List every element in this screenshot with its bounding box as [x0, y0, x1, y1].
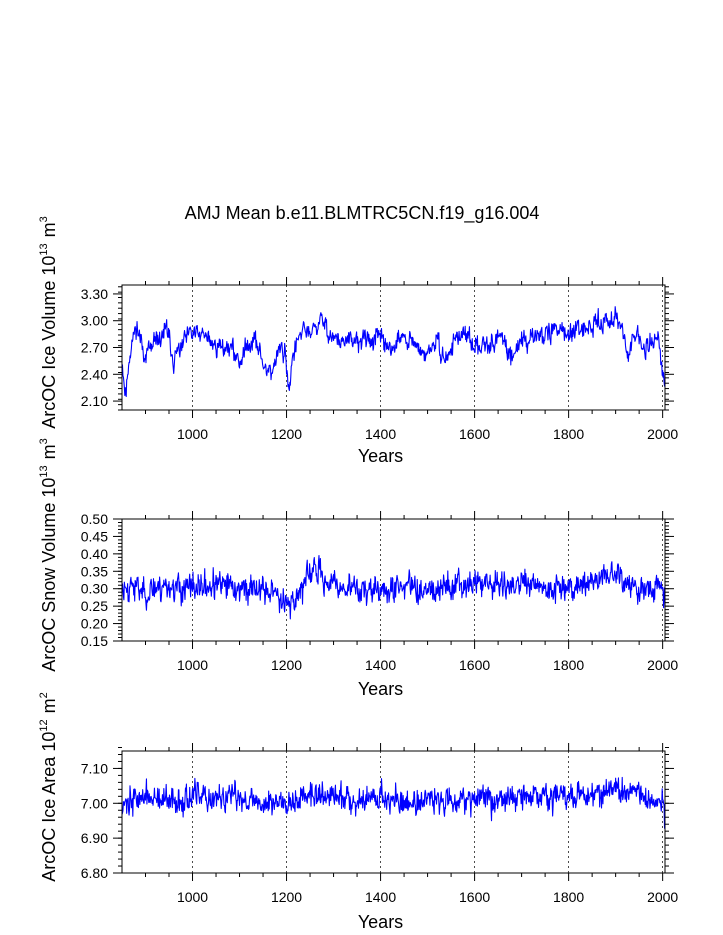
y-axis-label-exponent: 13 — [38, 465, 50, 477]
y-tick-label: 6.90 — [81, 830, 108, 846]
y-tick-label: 0.20 — [81, 616, 108, 632]
y-axis-label-unit-exponent: 3 — [38, 216, 50, 222]
y-tick-label: 2.40 — [81, 366, 108, 382]
x-tick-label: 1200 — [271, 889, 302, 905]
x-axis-label: Years — [358, 912, 403, 932]
y-axis-label-main: ArcOC Ice Volume 10 — [39, 256, 59, 429]
y-axis-label-unit: m — [39, 222, 59, 237]
x-tick-label: 2000 — [647, 426, 678, 442]
y-tick-label: 3.00 — [81, 313, 108, 329]
snow-volume-panel: 1000 1200 1400 1600 1800 2000 0.150.20 0.250.30… — [38, 438, 678, 699]
y-tick-label: 2.70 — [81, 340, 108, 356]
y-tick-label: 7.00 — [81, 795, 108, 811]
data-series-line — [121, 306, 666, 398]
x-tick-label: 1800 — [553, 657, 584, 673]
x-tick-label: 2000 — [647, 657, 678, 673]
x-tick-label: 1600 — [459, 426, 490, 442]
data-series-line — [121, 555, 666, 620]
y-tick-label: 2.10 — [81, 393, 108, 409]
y-axis-label: ArcOC Ice Area 1012 m2 — [38, 692, 59, 881]
figure-title: AMJ Mean b.e11.BLMTRC5CN.f19_g16.004 — [185, 203, 540, 224]
y-tick-label: 0.50 — [81, 511, 108, 527]
y-tick-label: 7.10 — [81, 760, 108, 776]
y-axis-label-unit-exponent: 3 — [38, 438, 50, 444]
x-tick-label: 1400 — [365, 426, 396, 442]
x-tick-label: 1600 — [459, 657, 490, 673]
x-tick-label: 1200 — [271, 657, 302, 673]
x-tick-label: 1000 — [177, 889, 208, 905]
y-tick-label: 0.15 — [81, 633, 108, 649]
y-axis-label-unit-exponent: 2 — [38, 692, 50, 698]
x-tick-label: 1000 — [177, 657, 208, 673]
y-tick-label: 3.30 — [81, 286, 108, 302]
y-tick-label: 6.80 — [81, 865, 108, 881]
x-tick-label: 1800 — [553, 426, 584, 442]
y-tick-label: 0.40 — [81, 546, 108, 562]
y-tick-label: 0.30 — [81, 581, 108, 597]
plot-frame — [121, 518, 666, 642]
y-tick-label: 0.45 — [81, 528, 108, 544]
y-axis-label-exponent: 12 — [38, 719, 50, 731]
x-tick-label: 1800 — [553, 889, 584, 905]
ice-area-panel: 1000 1200 1400 1600 1800 2000 6.80 6.90 7.00 7.10… — [38, 692, 678, 932]
y-axis-label: ArcOC Ice Volume 1013 m3 — [38, 216, 59, 428]
ice-volume-panel: 1000 1200 1400 1600 1800 2000 2.10 2.40 2.70 3.00… — [38, 216, 678, 466]
x-axis-label: Years — [358, 446, 403, 466]
y-tick-label: 0.25 — [81, 598, 108, 614]
y-tick-label: 0.35 — [81, 563, 108, 579]
y-axis-label-exponent: 13 — [38, 243, 50, 255]
y-axis-label-unit: m — [39, 698, 59, 713]
x-tick-label: 1400 — [365, 657, 396, 673]
x-axis-label: Years — [358, 679, 403, 699]
data-series-line — [121, 776, 666, 829]
y-axis-label-main: ArcOC Ice Area 10 — [39, 732, 59, 882]
x-tick-label: 1000 — [177, 426, 208, 442]
x-tick-label: 1400 — [365, 889, 396, 905]
x-tick-label: 2000 — [647, 889, 678, 905]
y-axis-label-main: ArcOC Snow Volume 10 — [39, 478, 59, 672]
x-tick-label: 1200 — [271, 426, 302, 442]
x-tick-label: 1600 — [459, 889, 490, 905]
y-axis-label-unit: m — [39, 444, 59, 459]
plot-frame — [121, 750, 666, 874]
y-axis-label: ArcOC Snow Volume 1013 m3 — [38, 438, 59, 671]
